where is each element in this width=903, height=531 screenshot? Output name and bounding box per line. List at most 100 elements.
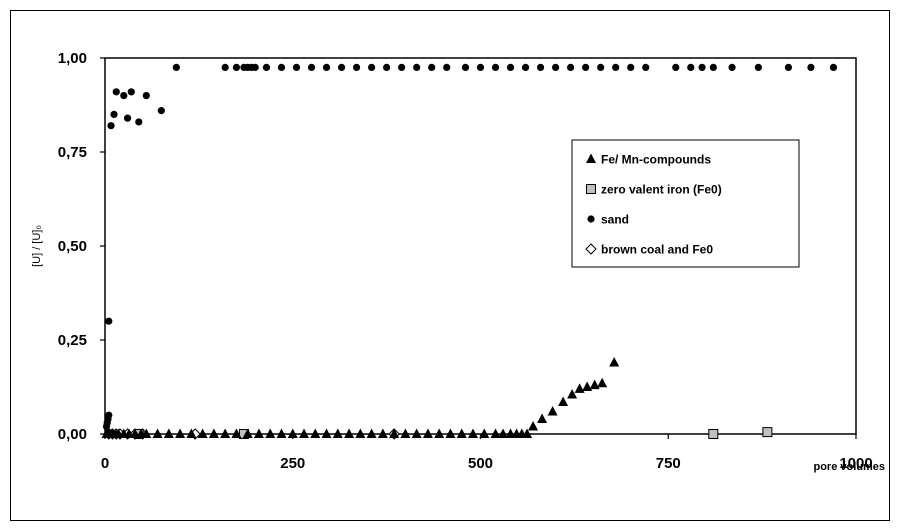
x-tick-label: 750 [656, 455, 681, 472]
x-tick-label: 250 [280, 455, 305, 472]
x-tick-label: 0 [101, 455, 109, 472]
point-circle [443, 63, 451, 71]
point-triangle [609, 357, 620, 367]
point-circle [642, 63, 650, 71]
series-circle [102, 63, 838, 431]
point-circle [521, 63, 530, 71]
point-circle [687, 63, 695, 71]
point-circle [567, 63, 575, 71]
x-tick-label: 500 [468, 455, 493, 472]
series-triangle [101, 357, 620, 438]
point-circle [120, 92, 128, 100]
y-axis-ticks: 0,00 0,25 0,50 0,75 1,00 [58, 50, 105, 443]
point-circle [307, 63, 316, 71]
legend-diamond-icon [585, 243, 597, 255]
point-triangle [434, 428, 445, 438]
y-tick-label: 0,25 [58, 332, 87, 349]
point-circle [251, 63, 259, 71]
legend-box [571, 139, 800, 268]
point-triangle [574, 383, 585, 393]
point-triangle [422, 428, 433, 438]
point-circle [277, 63, 286, 71]
point-circle [627, 63, 635, 71]
legend: Fe/ Mn-compounds zero valent iron (Fe0) sa… [571, 139, 800, 268]
point-circle [105, 317, 113, 325]
point-triangle [310, 428, 321, 438]
point-triangle [411, 428, 422, 438]
point-circle [112, 88, 120, 96]
chart-frame [10, 10, 890, 521]
point-triangle [299, 428, 310, 438]
point-triangle [582, 381, 593, 391]
point-circle [413, 63, 421, 71]
point-triangle [366, 428, 377, 438]
point-triangle [490, 428, 501, 438]
point-triangle [547, 405, 558, 416]
point-circle [127, 88, 135, 96]
point-circle [123, 114, 132, 122]
point-circle [672, 63, 680, 71]
point-circle [105, 411, 113, 419]
point-triangle [276, 428, 287, 438]
point-triangle [377, 428, 388, 438]
point-circle [232, 63, 241, 71]
point-triangle [152, 428, 163, 438]
point-circle [728, 63, 736, 71]
point-circle [110, 110, 118, 118]
legend-circle-icon [587, 215, 595, 223]
point-circle [476, 63, 485, 71]
point-triangle [141, 428, 152, 438]
legend-label: Fe/ Mn-compounds [601, 153, 711, 167]
point-circle [262, 63, 271, 71]
point-circle [142, 92, 150, 100]
y-axis-label: [U] / [U]₀ [31, 225, 43, 267]
point-circle [221, 63, 229, 71]
point-triangle [456, 428, 467, 438]
point-circle [383, 63, 391, 71]
point-triangle [467, 428, 478, 438]
y-tick-label: 0,75 [58, 144, 87, 161]
point-triangle [253, 428, 264, 438]
point-triangle [528, 420, 539, 431]
point-circle [322, 63, 331, 71]
legend-square-icon [586, 184, 596, 194]
data-points [101, 63, 838, 440]
point-circle [368, 63, 376, 71]
point-circle [552, 63, 560, 71]
point-circle [612, 63, 620, 71]
point-circle [582, 63, 590, 71]
point-circle [172, 63, 180, 71]
point-square [762, 427, 773, 438]
point-square [708, 429, 719, 439]
point-triangle [197, 428, 208, 438]
point-triangle [287, 428, 298, 438]
point-triangle [389, 428, 400, 438]
y-tick-label: 1,00 [58, 50, 87, 67]
legend-label: zero valent iron (Fe0) [601, 183, 722, 197]
point-triangle [186, 428, 197, 438]
point-circle [292, 63, 301, 71]
legend-label: sand [601, 213, 629, 227]
point-triangle [321, 428, 332, 438]
point-circle [157, 107, 165, 115]
x-tick-label: 1000 [839, 455, 872, 472]
point-triangle [479, 428, 490, 438]
point-triangle [558, 396, 569, 407]
legend-label: brown coal and Fe0 [601, 243, 713, 257]
point-triangle [445, 428, 456, 438]
point-circle [807, 63, 815, 71]
point-triangle [332, 428, 343, 438]
point-circle [536, 63, 545, 71]
point-circle [107, 122, 115, 130]
y-tick-label: 0,00 [58, 426, 87, 443]
point-triangle [344, 428, 355, 438]
point-triangle [400, 428, 411, 438]
x-axis-label: pore volumes [813, 461, 885, 473]
point-circle [597, 63, 605, 71]
point-circle [491, 63, 500, 71]
point-circle [398, 63, 406, 71]
point-circle [506, 63, 515, 71]
point-triangle [597, 377, 608, 388]
point-circle [709, 63, 717, 71]
